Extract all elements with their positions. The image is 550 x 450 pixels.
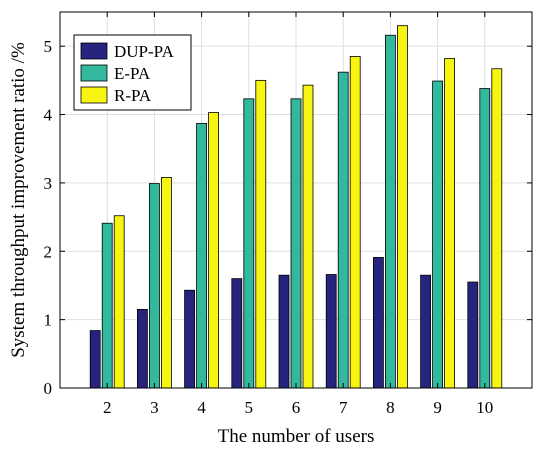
y-tick-label: 3 (44, 174, 53, 193)
y-tick-label: 2 (44, 242, 53, 261)
y-tick-label: 4 (44, 106, 53, 125)
bar-dup-pa-10 (467, 281, 479, 389)
plot-frame (59, 11, 533, 389)
bar-r-pa-7 (349, 56, 361, 389)
axes (59, 11, 533, 389)
y-tick-label: 5 (44, 37, 53, 56)
bar-dup-pa-3 (136, 308, 148, 389)
legend-swatch-dup-pa (80, 42, 108, 60)
bar-e-pa-9 (432, 80, 444, 389)
x-tick-label: 4 (197, 398, 206, 417)
bar-e-pa-5 (243, 98, 255, 389)
x-tick-label: 9 (433, 398, 442, 417)
legend-label-e-pa: E-PA (114, 64, 151, 83)
bar-r-pa-4 (208, 112, 220, 389)
bar-e-pa-10 (479, 88, 491, 389)
legend-label-dup-pa: DUP-PA (114, 42, 175, 61)
bars (89, 25, 503, 389)
bar-e-pa-4 (196, 123, 208, 389)
bar-e-pa-2 (101, 222, 113, 389)
bar-r-pa-6 (302, 84, 314, 389)
bar-r-pa-9 (444, 58, 456, 389)
x-axis-label: The number of users (218, 426, 375, 447)
bar-dup-pa-6 (278, 274, 290, 389)
x-tick-label: 6 (292, 398, 301, 417)
bar-e-pa-8 (384, 34, 396, 389)
x-tick-label: 2 (103, 398, 112, 417)
bar-e-pa-6 (290, 98, 302, 389)
x-tick-label: 10 (476, 398, 493, 417)
bar-dup-pa-2 (89, 330, 101, 389)
bar-r-pa-5 (255, 79, 267, 389)
x-tick-label: 5 (245, 398, 254, 417)
bar-dup-pa-9 (420, 274, 432, 389)
bar-r-pa-3 (160, 177, 172, 389)
bar-dup-pa-7 (325, 274, 337, 389)
bar-r-pa-2 (113, 215, 125, 389)
bar-dup-pa-4 (184, 289, 196, 389)
legend-label-r-pa: R-PA (114, 86, 152, 105)
legend-swatch-r-pa (80, 86, 108, 104)
bar-r-pa-10 (491, 68, 503, 389)
y-axis-label: System throughput improvement ratio /% (8, 42, 29, 358)
legend-swatch-e-pa (80, 64, 108, 82)
bar-e-pa-3 (148, 183, 160, 389)
legend: DUP-PA E-PA R-PA (73, 34, 192, 111)
bar-r-pa-8 (396, 25, 408, 389)
bar-dup-pa-8 (372, 257, 384, 389)
y-tick-label: 0 (44, 379, 53, 398)
bar-dup-pa-5 (231, 278, 243, 389)
y-tick-label: 1 (44, 311, 53, 330)
bar-e-pa-7 (337, 71, 349, 389)
x-tick-label: 3 (150, 398, 159, 417)
tick-labels: 0 1 2 3 4 5 2 3 4 5 6 7 8 9 10 (44, 37, 494, 417)
x-tick-label: 7 (339, 398, 348, 417)
x-tick-label: 8 (386, 398, 395, 417)
